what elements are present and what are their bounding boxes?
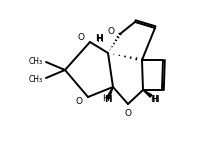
Text: H: H bbox=[95, 34, 103, 43]
Text: O: O bbox=[124, 109, 132, 118]
Text: CH₃: CH₃ bbox=[29, 75, 43, 84]
Text: O: O bbox=[108, 27, 115, 36]
Text: H: H bbox=[151, 95, 159, 104]
Text: H: H bbox=[96, 35, 103, 44]
Text: O: O bbox=[77, 33, 84, 42]
Polygon shape bbox=[107, 87, 113, 99]
Text: H: H bbox=[102, 94, 109, 103]
Text: H: H bbox=[150, 95, 157, 104]
Polygon shape bbox=[143, 90, 152, 97]
Text: H: H bbox=[104, 95, 112, 104]
Text: O: O bbox=[76, 96, 83, 105]
Text: CH₃: CH₃ bbox=[29, 57, 43, 66]
